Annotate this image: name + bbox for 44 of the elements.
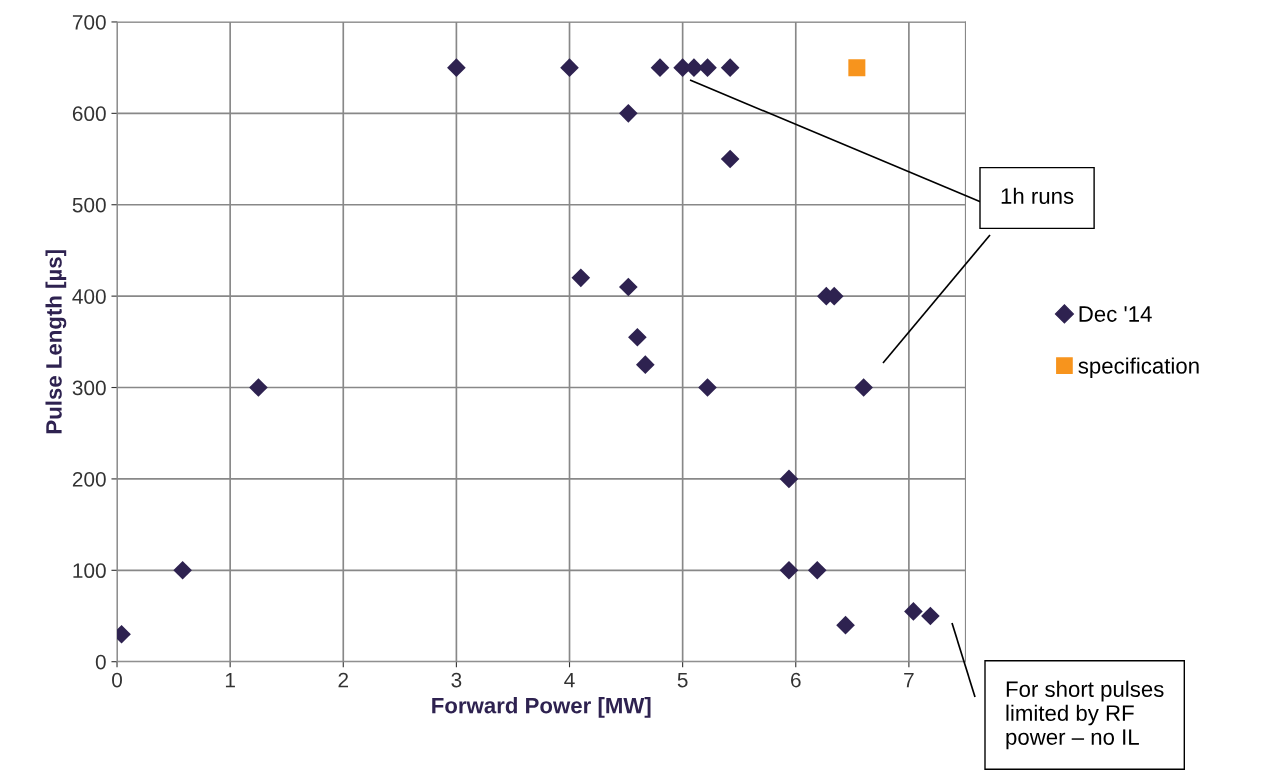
x-tick-label: 2 xyxy=(338,672,349,688)
x-axis-title: Forward Power [MW] xyxy=(432,697,651,718)
x-tick-label: 0 xyxy=(112,672,122,688)
y-tick-label: 500 xyxy=(72,197,106,213)
point xyxy=(249,378,268,397)
point xyxy=(921,606,940,626)
point xyxy=(173,560,192,580)
y-tick-label: 0 xyxy=(95,654,106,670)
x-tick-label: 4 xyxy=(564,672,575,688)
point xyxy=(779,469,799,489)
point xyxy=(698,378,717,397)
text: 1h runs xyxy=(1001,187,1074,204)
x-tick-label: 7 xyxy=(904,672,914,688)
point xyxy=(571,268,591,288)
x-tick-label: 6 xyxy=(791,672,801,688)
point xyxy=(836,615,855,635)
point xyxy=(619,104,638,123)
point xyxy=(650,58,670,77)
point xyxy=(635,355,655,374)
point xyxy=(904,602,923,621)
point xyxy=(628,327,647,347)
point xyxy=(807,560,827,580)
x-tick-label: 1 xyxy=(225,672,235,688)
point xyxy=(854,378,873,397)
point xyxy=(720,149,740,169)
legend-label: specification xyxy=(1078,357,1199,379)
point xyxy=(560,58,579,77)
point xyxy=(619,277,638,297)
y-tick-label: 400 xyxy=(72,289,106,304)
point xyxy=(698,58,717,77)
y-tick-label: 700 xyxy=(72,14,106,30)
legend-label: Dec '14 xyxy=(1079,306,1152,322)
y-axis-title: Pulse Length [µs] xyxy=(45,250,67,434)
y-tick-label: 600 xyxy=(72,106,106,122)
x-tick-label: 3 xyxy=(451,672,462,688)
x-tick-label: 5 xyxy=(677,672,688,688)
point xyxy=(779,560,799,580)
point xyxy=(447,58,466,77)
point xyxy=(720,58,740,77)
y-tick-label: 300 xyxy=(72,380,106,396)
y-tick-label: 200 xyxy=(72,471,106,487)
point xyxy=(848,59,866,77)
text: For short pulses limited by RF power – no IL xyxy=(1006,680,1164,750)
y-tick-label: 100 xyxy=(73,563,106,579)
